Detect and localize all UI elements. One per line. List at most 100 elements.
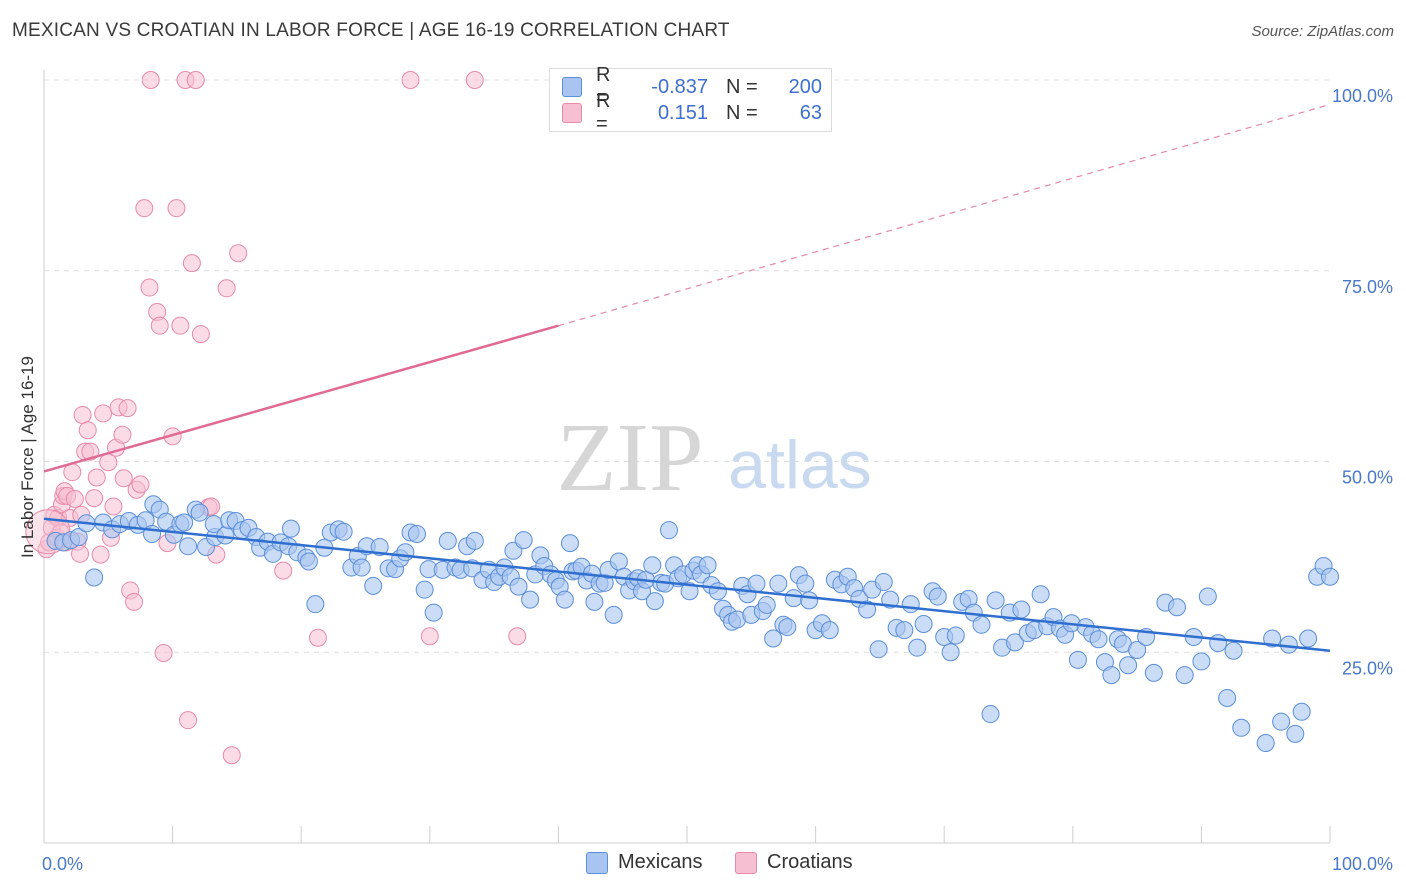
croatians-point-64 bbox=[508, 627, 527, 646]
croatians-point-43 bbox=[154, 644, 173, 663]
mexicans-point-184 bbox=[1119, 656, 1138, 675]
y-tick-label-50: 50.0% bbox=[1342, 468, 1393, 488]
mexicans-point-83 bbox=[555, 590, 574, 609]
croatians-point-58 bbox=[229, 244, 248, 263]
croatians-point-62 bbox=[420, 627, 439, 646]
mexicans-legend-swatch bbox=[586, 851, 608, 874]
croatians-legend-label: Croatians bbox=[767, 851, 853, 873]
croatians-point-23 bbox=[87, 468, 106, 487]
croatians-points bbox=[25, 71, 527, 765]
mexicans-point-3 bbox=[69, 528, 88, 547]
mexicans-point-193 bbox=[1198, 587, 1217, 606]
mexicans-point-21 bbox=[190, 503, 209, 522]
mexicans-point-167 bbox=[1012, 600, 1031, 619]
mexicans-point-202 bbox=[1286, 724, 1305, 743]
mexicans-swatch bbox=[562, 77, 582, 97]
mexicans-point-19 bbox=[179, 537, 198, 556]
mexicans-point-134 bbox=[800, 591, 819, 610]
mexicans-point-84 bbox=[560, 534, 579, 553]
mexicans-point-192 bbox=[1192, 652, 1211, 671]
croatians-point-24 bbox=[91, 545, 110, 564]
croatians-point-42 bbox=[150, 316, 169, 335]
mexicans-point-150 bbox=[901, 595, 920, 614]
n-value: 200 bbox=[788, 75, 822, 98]
croatians-point-14 bbox=[65, 489, 84, 508]
croatians-point-22 bbox=[85, 489, 104, 508]
mexicans-point-200 bbox=[1272, 712, 1291, 731]
croatians-point-37 bbox=[131, 475, 150, 494]
mexicans-point-126 bbox=[757, 595, 776, 614]
croatians-point-25 bbox=[94, 404, 113, 423]
y-tick-label-25: 25.0% bbox=[1342, 658, 1393, 678]
mexicans-point-127 bbox=[764, 629, 783, 648]
mexicans-point-50 bbox=[370, 537, 389, 556]
mexicans-point-190 bbox=[1175, 666, 1194, 685]
croatians-point-56 bbox=[217, 279, 236, 298]
watermark-zip: ZIP bbox=[557, 404, 704, 512]
mexicans-point-199 bbox=[1263, 629, 1282, 648]
y-tick-label-75: 75.0% bbox=[1342, 277, 1393, 297]
mexicans-point-145 bbox=[869, 640, 888, 659]
mexicans-point-66 bbox=[465, 531, 484, 550]
mexicans-point-18 bbox=[175, 513, 194, 532]
mexicans-point-102 bbox=[643, 556, 662, 575]
mexicans-point-103 bbox=[645, 592, 664, 611]
croatians-point-61 bbox=[401, 71, 420, 89]
croatians-point-40 bbox=[141, 71, 160, 89]
mexicans-point-201 bbox=[1279, 635, 1298, 654]
r-label: R = bbox=[596, 64, 611, 109]
mexicans-point-61 bbox=[438, 531, 457, 550]
mexicans-point-116 bbox=[708, 582, 727, 601]
mexicans-point-149 bbox=[895, 621, 914, 640]
mexicans-point-170 bbox=[1031, 585, 1050, 604]
mexicans-point-110 bbox=[680, 582, 699, 601]
mexicans-point-90 bbox=[585, 592, 604, 611]
mexicans-point-197 bbox=[1232, 718, 1251, 737]
x-tick-label-max: 100.0% bbox=[1332, 854, 1393, 874]
mexicans-point-156 bbox=[941, 643, 960, 662]
mexicans-point-163 bbox=[986, 591, 1005, 610]
mexicans-trend-line bbox=[43, 517, 1331, 652]
mexicans-points bbox=[46, 495, 1339, 753]
croatians-point-47 bbox=[171, 316, 190, 335]
mexicans-point-5 bbox=[85, 568, 104, 587]
mexicans-point-137 bbox=[820, 621, 839, 640]
croatians-point-49 bbox=[179, 711, 198, 730]
legend-item-croatians: Croatians bbox=[735, 851, 853, 874]
mexicans-point-176 bbox=[1068, 650, 1087, 669]
mexicans-point-36 bbox=[281, 519, 300, 538]
croatians-legend-swatch bbox=[735, 851, 757, 874]
mexicans-point-124 bbox=[747, 574, 766, 593]
croatians-point-28 bbox=[104, 497, 123, 516]
croatians-point-57 bbox=[222, 746, 241, 765]
mexicans-point-49 bbox=[364, 576, 383, 595]
mexicans-point-185 bbox=[1128, 640, 1147, 659]
r-value: 0.151 bbox=[657, 101, 708, 124]
mexicans-legend-label: Mexicans bbox=[618, 851, 703, 873]
croatians-trend-line bbox=[43, 324, 559, 473]
y-tick-label-100: 100.0% bbox=[1332, 86, 1393, 106]
y-axis-title: In Labor Force | Age 16-19 bbox=[18, 356, 37, 558]
mexicans-point-114 bbox=[698, 556, 717, 575]
mexicans-point-154 bbox=[928, 587, 947, 606]
stats-row-mexicans: R = -0.837 N = 200 bbox=[562, 64, 822, 109]
mexicans-point-44 bbox=[334, 522, 353, 541]
mexicans-point-40 bbox=[306, 595, 325, 614]
croatians-point-20 bbox=[78, 421, 97, 440]
mexicans-point-195 bbox=[1218, 689, 1237, 708]
mexicans-point-39 bbox=[299, 552, 318, 571]
watermark: ZIP atlas bbox=[557, 404, 872, 512]
mexicans-point-133 bbox=[796, 574, 815, 593]
croatians-point-46 bbox=[167, 199, 186, 218]
croatians-point-32 bbox=[114, 469, 133, 488]
mexicans-point-162 bbox=[981, 705, 1000, 724]
axes bbox=[43, 70, 1331, 844]
mexicans-point-203 bbox=[1292, 702, 1311, 721]
croatians-point-60 bbox=[308, 628, 327, 647]
tick-labels: 25.0% 50.0% 75.0% 100.0% 0.0% 100.0% bbox=[42, 86, 1393, 874]
mexicans-point-131 bbox=[784, 589, 803, 608]
croatians-point-31 bbox=[113, 425, 132, 444]
croatians-point-51 bbox=[186, 71, 205, 89]
croatians-swatch bbox=[562, 103, 582, 123]
